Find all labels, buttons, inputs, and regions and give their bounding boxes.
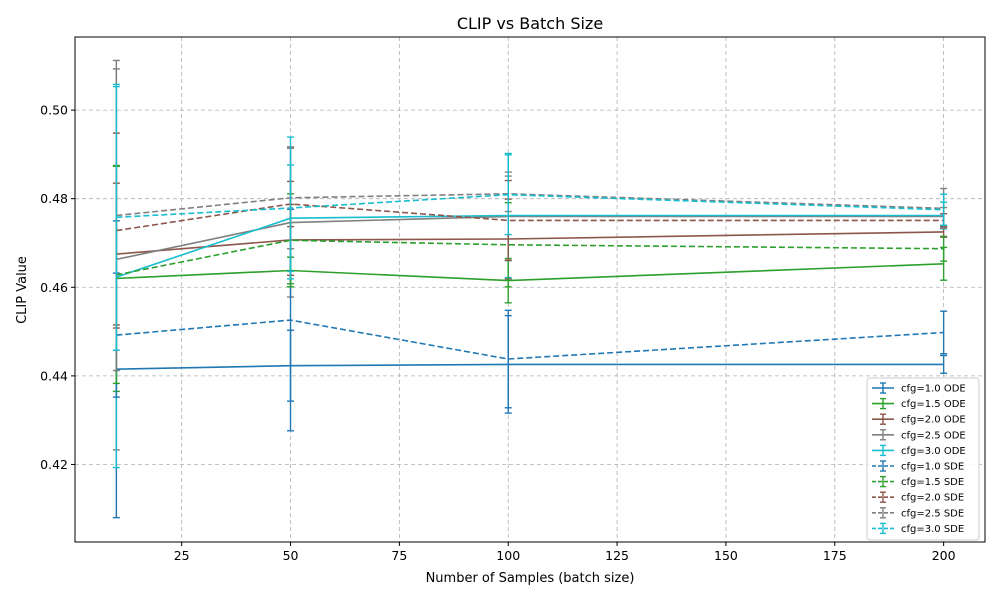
x-tick-label: 175 (823, 548, 847, 563)
y-tick-label: 0.44 (40, 368, 68, 383)
legend-item: cfg=2.5 SDE (872, 507, 964, 519)
legend-label: cfg=3.0 ODE (901, 446, 966, 457)
series-line (116, 192, 944, 217)
grid (75, 37, 985, 542)
x-tick-label: 25 (174, 548, 190, 563)
series-6 (112, 208, 948, 432)
y-tick-label: 0.46 (40, 280, 68, 295)
y-axis-label: CLIP Value (15, 256, 30, 324)
legend-label: cfg=1.0 ODE (901, 384, 966, 395)
x-tick-label: 125 (605, 548, 629, 563)
series-line (116, 263, 944, 282)
error-bar (940, 193, 948, 226)
error-bar (940, 354, 948, 374)
y-tick-label: 0.42 (40, 457, 68, 472)
series-1 (112, 220, 948, 519)
legend-label: cfg=1.5 SDE (901, 477, 964, 488)
x-tick-label: 200 (932, 548, 956, 563)
x-tick-label: 150 (714, 548, 738, 563)
series-line (116, 319, 944, 360)
series-8 (112, 132, 948, 329)
error-bar (112, 83, 120, 351)
series-line (116, 203, 944, 232)
legend-label: cfg=2.5 SDE (901, 508, 964, 519)
legend-box (866, 377, 980, 541)
y-axis: 0.42 0.44 0.46 0.48 0.50 (40, 103, 75, 472)
series-line (116, 214, 944, 278)
x-axis-label: Number of Samples (batch size) (426, 571, 635, 586)
legend-item: cfg=2.0 ODE (872, 413, 966, 426)
error-bar (504, 309, 512, 409)
legend-item: cfg=3.0 SDE (872, 522, 964, 535)
series-line (116, 215, 944, 261)
legend-item: cfg=1.5 SDE (872, 475, 964, 488)
legend-label: cfg=2.0 SDE (901, 493, 964, 504)
legend-label: cfg=2.5 ODE (901, 430, 966, 441)
error-bar (940, 310, 948, 355)
legend-item: cfg=1.0 ODE (872, 382, 966, 395)
legend-item: cfg=3.0 ODE (872, 444, 966, 457)
series-line (116, 239, 944, 276)
series-line (116, 193, 944, 219)
series-line (116, 363, 944, 370)
plot-frame (74, 36, 986, 543)
legend-label: cfg=1.5 ODE (901, 399, 966, 410)
error-bar (504, 154, 512, 236)
legend-label: cfg=3.0 SDE (901, 524, 964, 535)
series-10 (112, 83, 948, 351)
y-tick-label: 0.48 (40, 191, 68, 206)
series-4 (112, 68, 948, 451)
legend: cfg=1.0 ODE cfg=1.5 ODE cfg=2.0 ODE cfg=2.5… (866, 377, 980, 541)
y-tick-label: 0.50 (40, 103, 68, 118)
legend-label: cfg=2.0 ODE (901, 415, 966, 426)
x-axis: 25 50 75 100 125 150 175 200 (174, 542, 956, 563)
chart-title: CLIP vs Batch Size (457, 14, 603, 33)
x-tick-label: 50 (283, 548, 299, 563)
error-bar (287, 136, 295, 280)
legend-item: cfg=2.5 ODE (872, 429, 966, 441)
legend-label: cfg=1.0 SDE (901, 462, 964, 473)
x-tick-label: 100 (496, 548, 520, 563)
series-layer (112, 59, 948, 519)
series-5 (112, 85, 948, 469)
legend-item: cfg=2.0 SDE (872, 491, 964, 504)
legend-item: cfg=1.0 SDE (872, 460, 964, 473)
error-bar (940, 235, 948, 262)
legend-item: cfg=1.5 ODE (872, 397, 966, 410)
x-tick-label: 75 (391, 548, 407, 563)
